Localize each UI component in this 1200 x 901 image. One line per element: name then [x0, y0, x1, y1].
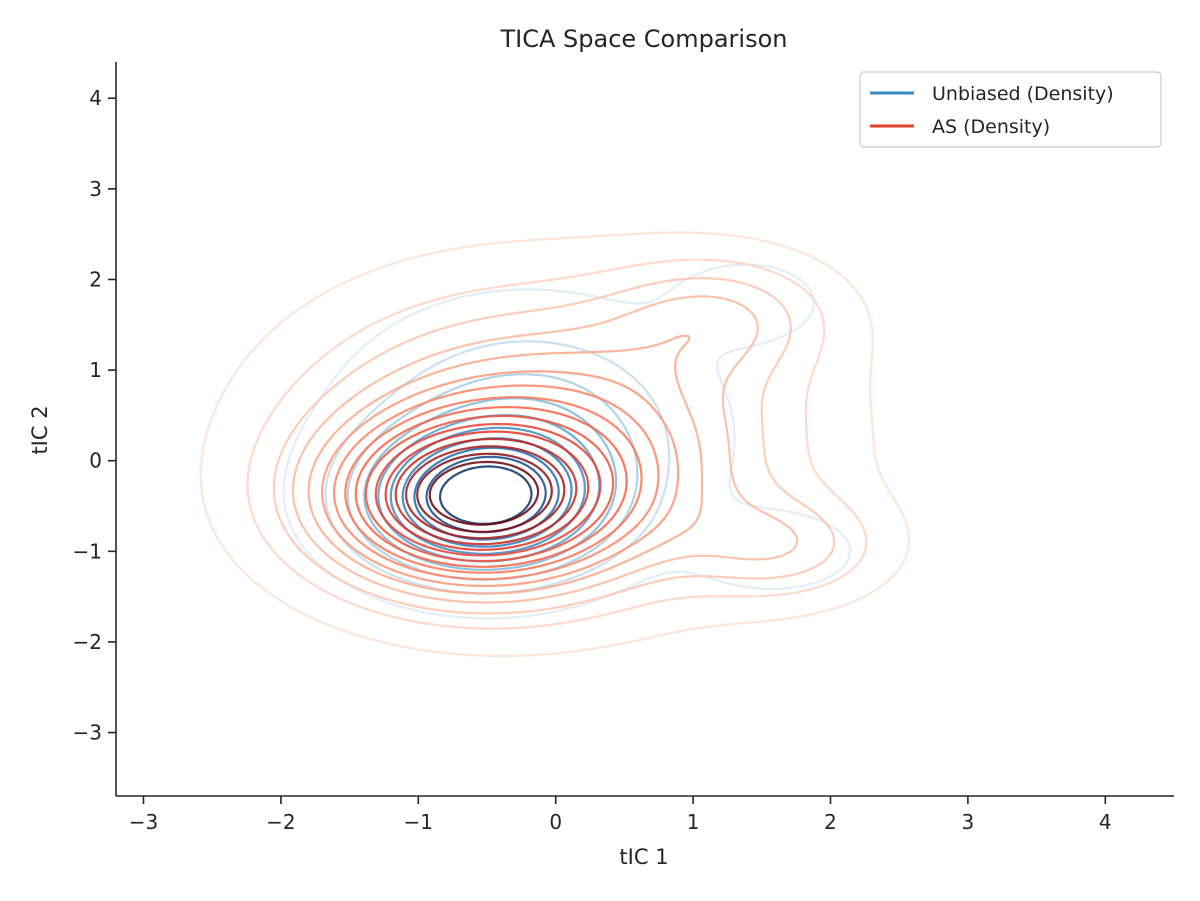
y-tick-label: 3	[89, 177, 102, 201]
y-tick-label: −2	[73, 630, 102, 654]
contour-as-level-6	[321, 370, 680, 587]
contour-as-level-11	[374, 422, 602, 557]
contour-as-level-4	[292, 295, 799, 604]
x-tick-label: −3	[129, 810, 158, 834]
contour-as-level-1	[199, 231, 911, 658]
y-tick-label: 0	[89, 449, 102, 473]
contour-as-level-5	[307, 334, 704, 595]
contour-as-level-15	[416, 452, 553, 533]
x-tick-label: 2	[824, 810, 837, 834]
contour-group-as	[199, 231, 911, 658]
contour-as-level-13	[394, 437, 578, 546]
y-axis-label: tIC 2	[28, 405, 52, 454]
contour-as-level-16	[428, 460, 540, 526]
contour-unbiased-level-10	[438, 465, 533, 525]
legend-label-as: AS (Density)	[932, 116, 1050, 138]
y-ticks: −3 −2 −1 0 1 2 3 4	[73, 86, 116, 745]
chart-title: TICA Space Comparison	[499, 25, 787, 53]
legend: Unbiased (Density) AS (Density)	[859, 71, 1162, 148]
contour-as-level-14	[405, 445, 566, 540]
x-tick-label: −1	[404, 810, 433, 834]
x-tick-label: 1	[687, 810, 700, 834]
axes: −3 −2 −1 0 1 2 3 4 −3 −2 −1 0 1 2 3 4	[73, 62, 1174, 834]
x-tick-label: −2	[266, 810, 295, 834]
contour-as-level-10	[364, 414, 615, 563]
contour-as-level-2	[246, 258, 868, 630]
contour-as-level-8	[344, 396, 643, 574]
x-axis-label: tIC 1	[619, 845, 668, 869]
x-ticks: −3 −2 −1 0 1 2 3 4	[129, 796, 1112, 834]
contour-unbiased-level-1	[282, 263, 852, 620]
contour-as-level-9	[354, 406, 628, 568]
y-tick-label: 1	[89, 358, 102, 382]
contour-as-level-3	[272, 277, 836, 615]
x-tick-label: 4	[1099, 810, 1112, 834]
x-tick-label: 0	[549, 810, 562, 834]
plot-area	[199, 231, 911, 658]
y-tick-label: 2	[89, 267, 102, 291]
x-tick-label: 3	[962, 810, 975, 834]
contour-as-level-7	[333, 384, 660, 581]
legend-box	[859, 71, 1162, 148]
y-tick-label: −1	[73, 539, 102, 563]
y-tick-label: −3	[73, 721, 102, 745]
legend-label-unbiased: Unbiased (Density)	[932, 83, 1114, 105]
contour-as-level-12	[384, 430, 590, 551]
y-tick-label: 4	[89, 86, 102, 110]
